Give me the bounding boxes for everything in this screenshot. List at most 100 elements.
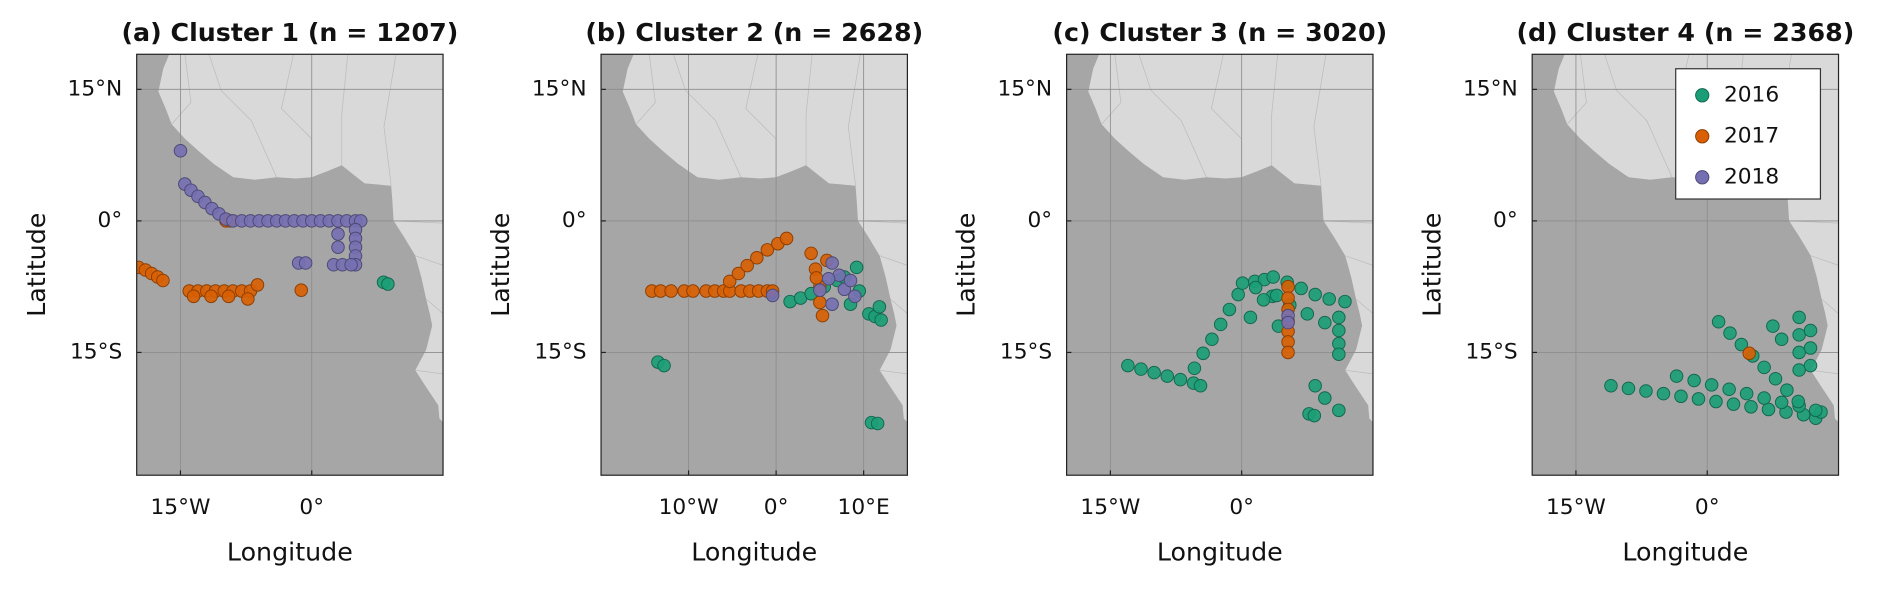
point (1213, 317, 1228, 332)
point (1269, 288, 1284, 303)
point (872, 300, 887, 314)
panel: 15°W 0° 15°N 0° 15°S (d) Cluster 4 (n = 2368)… (1416, 17, 1854, 567)
point (760, 243, 775, 257)
point (1723, 326, 1737, 340)
x-axis-label: Longitude (227, 537, 353, 567)
point (804, 246, 818, 261)
point (825, 297, 839, 311)
point (1803, 341, 1818, 355)
point (1294, 281, 1308, 296)
point (1193, 379, 1208, 393)
point (173, 143, 188, 158)
x-axis-label: Longitude (1157, 537, 1283, 567)
y-tick-label: 15°S (1000, 339, 1052, 364)
point (1160, 369, 1175, 383)
point (722, 274, 737, 289)
point (821, 272, 836, 286)
chart-title: (a) Cluster 1 (n = 1207) (121, 17, 458, 47)
legend-label: 2016 (1724, 82, 1779, 107)
point (849, 260, 864, 275)
point (1792, 328, 1806, 342)
y-axis-label: Latitude (21, 213, 51, 317)
point (1222, 302, 1237, 317)
point (1709, 394, 1723, 409)
point (1231, 287, 1245, 302)
x-tick-label: 0° (299, 495, 324, 520)
point (1674, 389, 1688, 404)
y-axis-label: Latitude (485, 213, 515, 317)
y-axis-label: Latitude (951, 213, 981, 317)
chart-title: (b) Cluster 2 (n = 2628) (585, 17, 923, 47)
point (1669, 369, 1684, 383)
point (1604, 379, 1618, 393)
point (779, 231, 794, 246)
y-tick-label: 15°S (534, 339, 586, 364)
point (1768, 371, 1783, 386)
point (1332, 347, 1346, 361)
point (1792, 310, 1806, 325)
point (186, 289, 201, 304)
x-axis-label: Longitude (1622, 537, 1748, 567)
point (1791, 394, 1806, 409)
point (1196, 346, 1210, 361)
point (1332, 403, 1346, 418)
point (1318, 315, 1332, 330)
point (298, 256, 313, 270)
point (1307, 408, 1322, 423)
x-tick-label: 0° (1695, 495, 1720, 520)
point (331, 240, 345, 254)
point (843, 273, 858, 288)
point (1187, 361, 1202, 375)
point (1744, 400, 1758, 414)
legend-marker (1695, 129, 1710, 144)
y-tick-label: 15°S (70, 339, 122, 364)
legend-marker (1695, 88, 1710, 103)
point (1757, 360, 1771, 375)
x-tick-label: 15°W (150, 495, 210, 520)
y-tick-label: 0° (98, 208, 123, 233)
legend-label: 2018 (1724, 164, 1779, 189)
axes-frame (1531, 53, 1840, 476)
point (156, 273, 170, 288)
point (1774, 332, 1789, 347)
panel: 15°W 0° 15°N 0° 15°S (c) Cluster 3 (n = 3020)… (951, 17, 1387, 567)
point (381, 277, 395, 291)
point (1687, 373, 1701, 388)
point (1761, 402, 1776, 417)
point (1308, 379, 1322, 393)
point (870, 416, 885, 431)
point (1711, 314, 1726, 329)
axes-frame (600, 53, 909, 476)
point (1656, 386, 1671, 401)
legend-label: 2017 (1724, 123, 1779, 148)
y-tick-label: 15°N (68, 76, 123, 101)
point (1266, 270, 1280, 284)
point (1722, 382, 1736, 397)
point (657, 358, 671, 373)
y-tick-label: 15°N (1463, 76, 1518, 101)
y-tick-label: 0° (1493, 208, 1518, 233)
point (344, 257, 358, 272)
x-tick-label: 15°W (1546, 495, 1606, 520)
point (740, 258, 754, 273)
point (1322, 292, 1336, 306)
point (1691, 392, 1706, 406)
point (1639, 384, 1653, 398)
y-tick-label: 15°N (997, 76, 1052, 101)
point (809, 271, 824, 285)
x-tick-label: 15°W (1080, 495, 1140, 520)
point (221, 289, 236, 304)
point (1726, 397, 1741, 411)
point (731, 266, 746, 281)
y-tick-label: 0° (1027, 208, 1052, 233)
legend-marker (1695, 170, 1710, 185)
point (1173, 372, 1188, 387)
point (813, 295, 827, 310)
point (848, 289, 862, 304)
point (250, 278, 265, 292)
point (1803, 358, 1818, 373)
point (1766, 319, 1780, 333)
point (765, 288, 780, 303)
point (1809, 403, 1823, 418)
